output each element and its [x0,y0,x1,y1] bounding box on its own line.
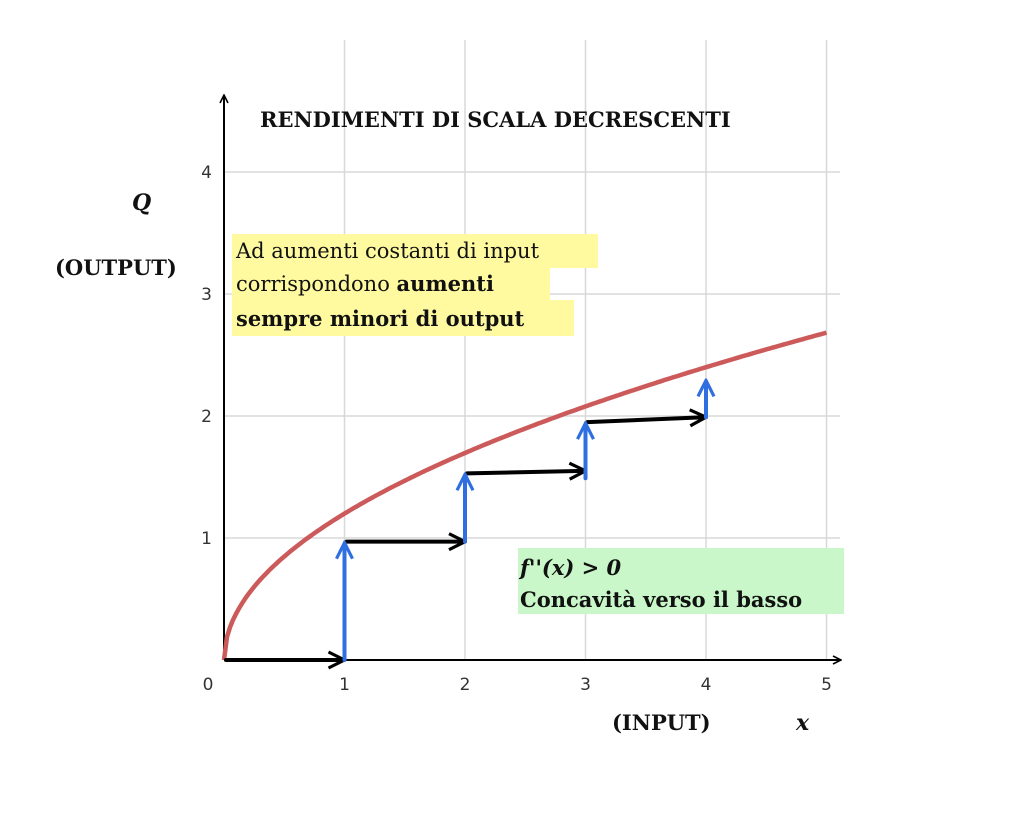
annotation-increments: Ad aumenti costanti di input corrispondo… [232,234,598,336]
input-step-arrow-4 [585,417,705,422]
input-step-arrow-3 [465,471,584,473]
annotation-concavity-background [518,548,844,614]
annotation-increments-background [232,234,598,268]
y-variable-label: Q [132,190,151,216]
y-tick-label-3: 3 [201,285,212,305]
annotation-concavity: f''(x) > 0 Concavità verso il basso [518,548,844,614]
y-tick-label-4: 4 [201,163,212,183]
y-tick-label-1: 1 [201,529,212,549]
vertical-arrows [345,382,707,662]
chart-title: RENDIMENTI DI SCALA DECRESCENTI [260,107,731,132]
annotation-increments-line-3: sempre minori di output [236,306,525,331]
x-tick-label-5: 5 [821,675,832,695]
x-axis-label: (INPUT) [612,710,711,735]
y-tick-label-2: 2 [201,407,212,427]
annotation-increments-line-2-text: corrispondono [236,272,397,296]
x-tick-label-1: 1 [339,675,350,695]
annotation-increments-line-2-bold: aumenti [397,271,494,296]
ticks: 0 1 2 3 4 5 1 2 3 4 [201,163,832,695]
x-tick-label-3: 3 [580,675,591,695]
x-tick-label-2: 2 [460,675,471,695]
x-variable-label: x [795,710,810,736]
y-axis-label: (OUTPUT) [55,255,177,280]
annotation-increments-background-2 [232,268,550,300]
x-tick-label-0: 0 [203,675,214,695]
annotation-increments-background-3 [232,300,574,336]
x-tick-label-4: 4 [701,675,712,695]
production-curve [221,330,828,661]
annotation-concavity-formula: f''(x) > 0 [518,555,622,580]
annotation-concavity-text: Concavità verso il basso [520,587,802,612]
annotation-increments-line-1: Ad aumenti costanti di input [235,239,540,263]
grid [224,40,840,660]
annotation-increments-line-2: corrispondono aumenti [236,271,494,296]
horizontal-arrows [224,417,705,660]
